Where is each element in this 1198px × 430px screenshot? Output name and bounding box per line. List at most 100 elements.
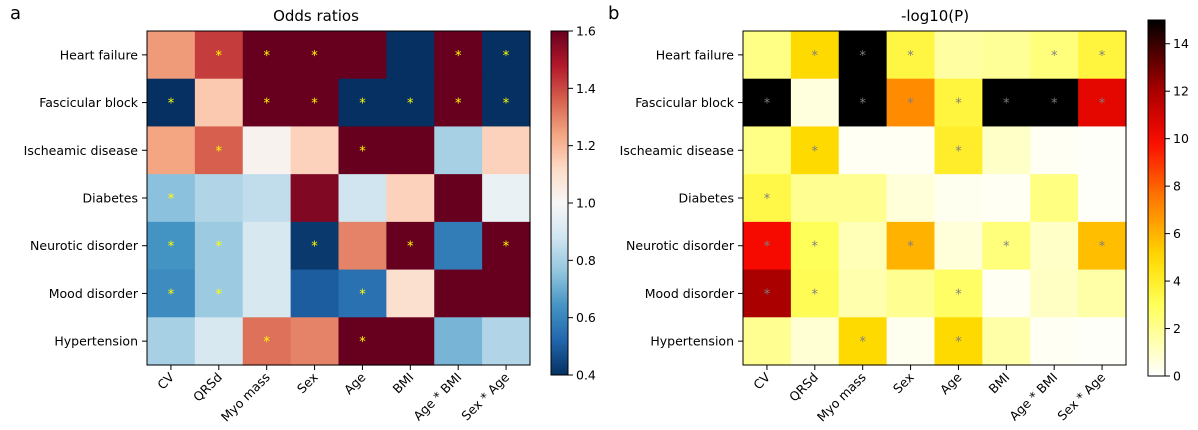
row-label: Diabetes [83,191,139,206]
heatmap-cell [290,78,340,128]
significance-marker: * [907,49,914,64]
panel-a-title: Odds ratios [273,7,359,25]
heatmap-cell [434,31,483,80]
heatmap-cell [434,317,483,366]
heatmap-cell [886,126,936,175]
significance-marker: * [1099,49,1106,64]
heatmap-cell [838,78,888,128]
heatmap-cell [1078,221,1127,271]
significance-marker: * [764,97,771,112]
column-label: Myo mass [218,370,273,425]
significance-marker: * [812,49,819,64]
heatmap-cell [290,174,340,223]
column-label: Sex [890,370,917,397]
heatmap-cell [290,317,340,366]
significance-marker: * [455,97,462,112]
heatmap-cell [242,31,292,80]
heatmap-cell [386,269,435,318]
significance-marker: * [1099,240,1106,255]
significance-marker: * [812,240,819,255]
significance-marker: * [764,287,771,302]
significance-marker: * [955,144,962,159]
heatmap-cell [482,78,531,128]
panel-b-colorbar-ticks: 0 2 4 6 8 10 12 14 [1165,36,1189,384]
heatmap-cell [290,126,340,175]
heatmap-cell [1078,269,1127,318]
panel-b-cells: * * * * * * * * * * * * * * * * * * * * * * * * * [743,31,1127,366]
column-label: CV [154,369,177,392]
heatmap-cell [147,221,196,271]
heatmap-cell [194,317,244,366]
heatmap-cell [482,174,531,223]
row-label: Ischeamic disease [24,143,139,158]
column-label: Age [341,369,369,397]
significance-marker: * [311,97,318,112]
heatmap-cell [790,78,840,128]
heatmap-cell [790,269,840,318]
significance-marker: * [407,97,414,112]
heatmap-cell [147,126,196,175]
heatmap-cell [338,78,387,128]
column-label: CV [750,369,773,392]
significance-marker: * [764,192,771,207]
heatmap-cell [934,317,983,366]
significance-marker: * [859,97,866,112]
significance-marker: * [955,97,962,112]
heatmap-cell [290,31,340,80]
row-label: Fascicular block [39,95,139,110]
significance-marker: * [859,335,866,350]
column-label: Age * BMI [1006,370,1060,424]
heatmap-cell [290,269,340,318]
panel-b-title: -log10(P) [901,7,969,25]
heatmap-cell [790,174,840,223]
heatmap-cell [838,174,888,223]
heatmap-cell [242,269,292,318]
colorbar-tick-label: 4 [1173,274,1181,289]
significance-marker: * [168,192,175,207]
significance-marker: * [955,335,962,350]
significance-marker: * [1003,97,1010,112]
heatmap-cell [1078,174,1127,223]
heatmap-cell [1030,317,1079,366]
heatmap-cell [743,78,792,128]
significance-marker: * [168,97,175,112]
heatmap-cell [482,31,531,80]
heatmap-cell [790,221,840,271]
heatmap-cell [242,78,292,128]
heatmap-cell [1030,31,1079,80]
significance-marker: * [359,287,366,302]
panel-b-colorbar [1147,19,1166,377]
significance-marker: * [311,49,318,64]
heatmap-cell [934,269,983,318]
heatmap-cell [338,126,387,175]
significance-marker: * [503,49,510,64]
heatmap-cell [194,78,244,128]
heatmap-cell [482,269,531,318]
heatmap-cell [886,317,936,366]
significance-marker: * [1051,49,1058,64]
significance-marker: * [359,335,366,350]
heatmap-cell [982,126,1031,175]
heatmap-cell [982,221,1031,271]
significance-marker: * [455,49,462,64]
heatmap-cell [934,78,983,128]
heatmap-cell [434,221,483,271]
column-label: Myo mass [814,370,869,425]
heatmap-cell [434,174,483,223]
colorbar-tick-label: 1.0 [576,196,596,211]
heatmap-cell [1030,269,1079,318]
heatmap-cell [838,221,888,271]
heatmap-cell [1078,317,1127,366]
heatmap-cell [934,31,983,80]
column-label: QRSd [190,370,225,405]
heatmap-cell [1078,31,1127,80]
heatmap-cell [886,221,936,271]
row-label: Mood disorder [645,286,735,301]
heatmap-cell [194,126,244,175]
heatmap-cell [386,78,435,128]
row-label: Mood disorder [49,286,139,301]
heatmap-cell [934,221,983,271]
